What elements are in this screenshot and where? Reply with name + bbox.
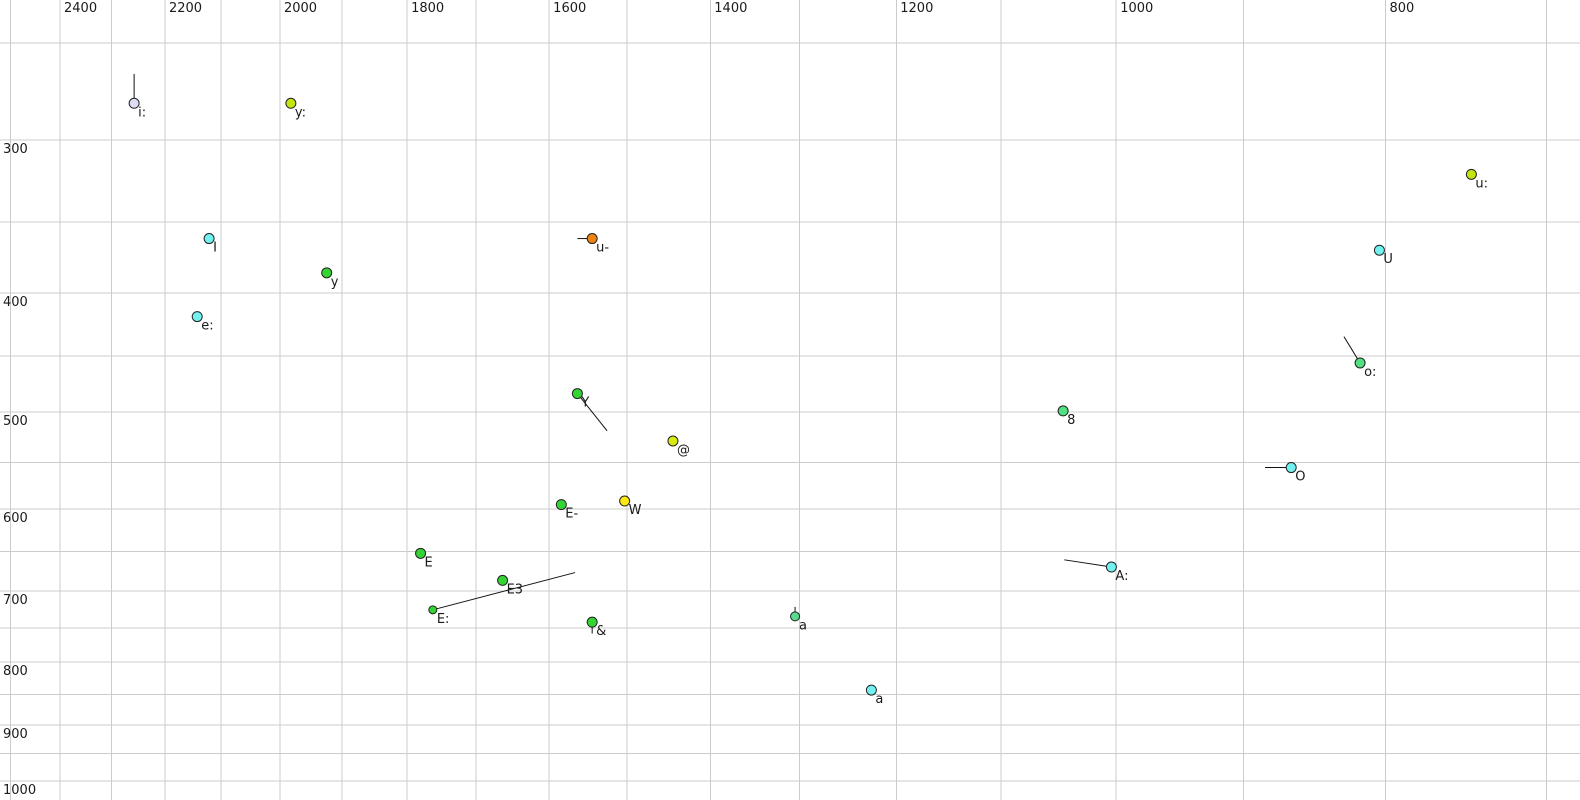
data-point-a [865,684,877,696]
data-point-label: o: [1364,365,1376,380]
data-point-label: W [629,503,642,518]
data-point-e [191,311,203,323]
data-point-Y [571,388,583,400]
data-point-A [1105,561,1117,573]
data-point-i [128,97,140,109]
data-point-label: Y [580,396,589,411]
x-axis-tick-label: 2400 [64,1,97,16]
data-point-label: e: [201,319,213,334]
data-point-label: a [799,618,807,633]
x-axis-tick-label: 1200 [900,1,933,16]
data-point-y [321,267,333,279]
trajectory-tail-line [432,572,576,611]
data-point-label: E: [437,612,450,627]
y-axis-tick-label: 600 [3,511,28,526]
data-point-u [1465,168,1477,180]
data-point-label: y [331,275,339,290]
x-axis-tick-label: 1400 [714,1,747,16]
data-point-y [285,97,297,109]
trajectory-tail-line [577,393,608,432]
x-axis-tick-label: 2000 [284,1,317,16]
data-point-label: i: [138,105,146,120]
data-point-label: I [213,241,217,256]
data-point-label: 8 [1067,413,1075,428]
data-point-label: E3 [507,582,523,597]
data-point-label: O [1295,470,1305,485]
y-axis-tick-label: 500 [3,414,28,429]
data-point-I [203,233,215,245]
data-point-8 [1057,405,1069,417]
y-axis-tick-label: 400 [3,295,28,310]
data-point-label: A: [1115,569,1128,584]
data-point-U [1373,244,1385,256]
data-point-label: a [875,692,883,707]
data-point-label: u- [596,241,609,256]
x-axis-tick-label: 2200 [169,1,202,16]
x-axis-tick-label: 1000 [1120,1,1153,16]
y-axis-tick-label: 700 [3,593,28,608]
data-point-label: E- [565,507,578,522]
data-point-E [415,547,427,559]
data-point-label: y: [295,105,306,120]
y-axis-tick-label: 900 [3,727,28,742]
y-axis-tick-label: 300 [3,142,28,157]
x-axis-tick-label: 800 [1389,1,1414,16]
data-point-O [1285,462,1297,474]
trajectory-tail-line [1064,559,1112,568]
data-point- [586,616,598,628]
data-point-o [1354,357,1366,369]
y-axis-tick-label: 800 [3,664,28,679]
y-axis-tick-label: 1000 [3,783,36,798]
data-point-label: U [1383,252,1393,267]
data-point-a [790,611,801,622]
data-point-E [428,605,438,615]
data-point-label: u: [1475,176,1488,191]
data-point- [667,435,679,447]
data-point-label: & [596,624,606,639]
data-point-E [555,499,567,511]
x-axis-tick-label: 1800 [411,1,444,16]
data-point-label: E [425,555,433,570]
data-point-E3 [497,574,509,586]
x-axis-tick-label: 1600 [553,1,586,16]
data-point-u [586,233,598,245]
data-point-W [619,495,631,507]
data-point-label: @ [677,443,690,458]
